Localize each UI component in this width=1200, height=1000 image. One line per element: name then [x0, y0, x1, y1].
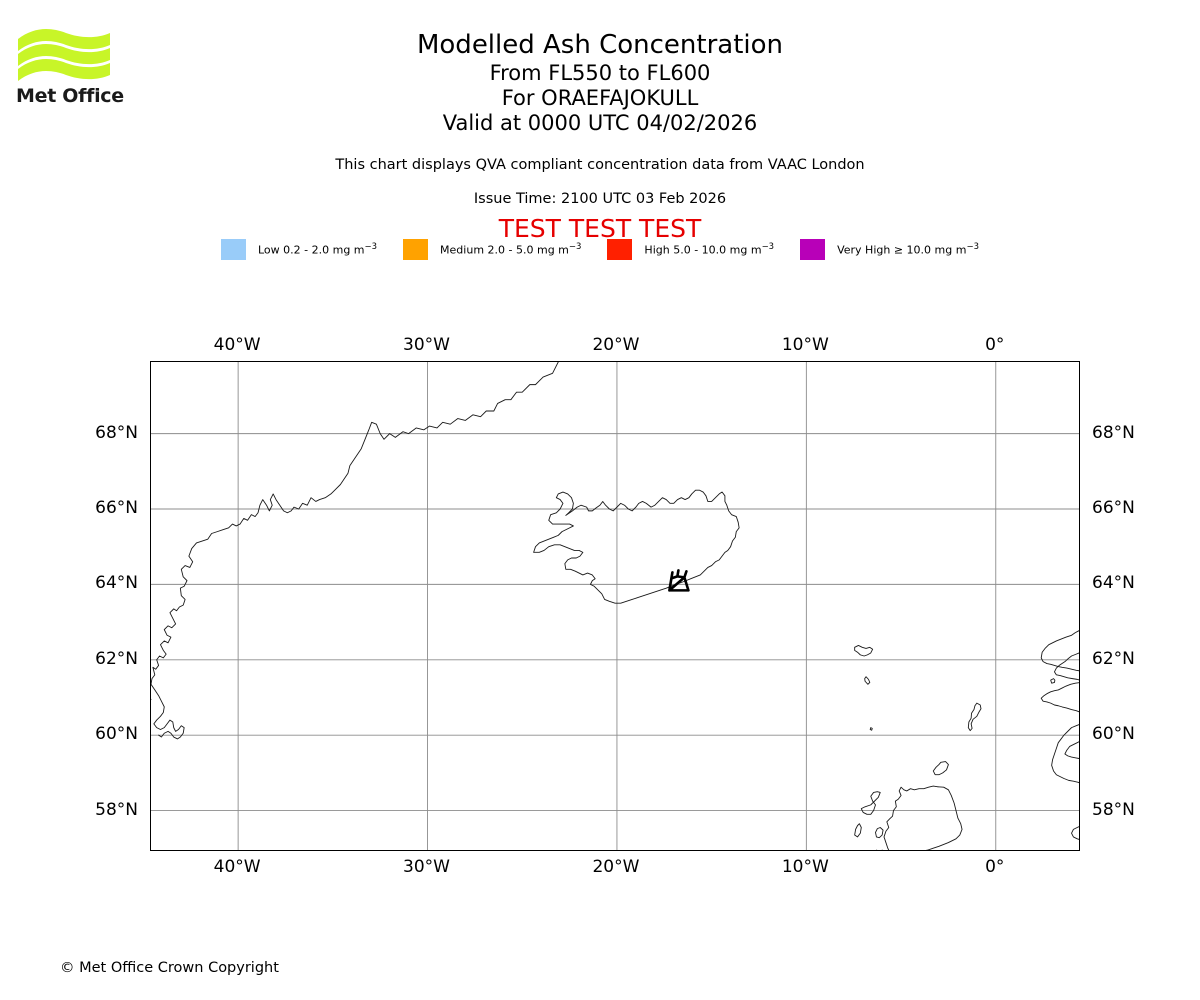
- coastline-scotland-mainland: [925, 786, 963, 850]
- lon-tick-bottom-40°W: 40°W: [213, 857, 261, 877]
- coastline-outlines: [151, 362, 1079, 850]
- coastline-shetland: [967, 702, 982, 732]
- legend-label-3: Very High ≥ 10.0 mg m−3: [837, 242, 979, 257]
- coastline-norway-fjords-mid: [1040, 682, 1079, 713]
- legend-item-medium: Medium 2.0 - 5.0 mg m−3: [403, 239, 581, 260]
- flight-level-subtitle: From FL550 to FL600: [489, 61, 711, 85]
- coastline-outer-hebrides: [860, 791, 881, 815]
- lat-tick-right-68°N: 68°N: [1092, 422, 1135, 443]
- volcano-marker-icon: [668, 569, 690, 592]
- volcano-source-marker-icon: [668, 569, 690, 592]
- coastline-inner-hebrides-mull: [881, 849, 884, 850]
- lat-tick-left-68°N: 68°N: [95, 422, 138, 443]
- lat-tick-left-62°N: 62°N: [95, 648, 138, 669]
- legend-swatch-2: [607, 239, 633, 260]
- lon-tick-top-20°W: 20°W: [592, 335, 640, 355]
- coastline-iceland: [533, 489, 740, 604]
- legend-label-0: Low 0.2 - 2.0 mg m−3: [258, 242, 378, 257]
- coastline-denmark-fragment: [1071, 826, 1079, 840]
- legend-swatch-1: [403, 239, 429, 260]
- issue-time-text: Issue Time: 2100 UTC 03 Feb 2026: [473, 191, 727, 207]
- lat-tick-right-64°N: 64°N: [1092, 573, 1135, 594]
- lat-tick-right-62°N: 62°N: [1092, 648, 1135, 669]
- coastline-norway-south-coast: [1051, 724, 1079, 784]
- coastline-greenland-east: [151, 362, 559, 685]
- coastline-isle-of-skye: [875, 827, 884, 839]
- legend-item-high: High 5.0 - 10.0 mg m−3: [607, 239, 774, 260]
- coastline-orkney: [932, 761, 949, 776]
- lon-tick-top-10°W: 10°W: [781, 335, 829, 355]
- met-office-wordmark: Met Office: [16, 85, 124, 107]
- copyright-text: © Met Office Crown Copyright: [60, 960, 279, 976]
- lon-tick-top-0°: 0°: [985, 335, 1005, 355]
- chart-title-block: Modelled Ash Concentration From FL550 to…: [0, 0, 1200, 136]
- legend-item-very-high: Very High ≥ 10.0 mg m−3: [800, 239, 979, 260]
- legend-label-1: Medium 2.0 - 5.0 mg m−3: [440, 242, 582, 257]
- lon-tick-bottom-0°: 0°: [985, 857, 1005, 877]
- legend-label-2: High 5.0 - 10.0 mg m−3: [644, 242, 775, 257]
- legend-item-low: Low 0.2 - 2.0 mg m−3: [221, 239, 377, 260]
- lon-tick-top-30°W: 30°W: [403, 335, 451, 355]
- map-plot-area: [150, 361, 1080, 851]
- volcano-subtitle: For ORAEFAJOKULL: [501, 86, 699, 110]
- coastline-norway-west-coast: [1040, 630, 1079, 672]
- lat-tick-right-60°N: 60°N: [1092, 724, 1135, 745]
- lat-tick-left-60°N: 60°N: [95, 724, 138, 745]
- met-office-wave-logo-icon: [16, 25, 112, 83]
- coastline-small-island-north-atlantic: [869, 727, 873, 731]
- coastline-faroe-suduroy: [864, 676, 871, 685]
- met-office-logo: Met Office: [10, 25, 140, 115]
- coastline-norway-skerries: [1064, 741, 1079, 759]
- map-gridlines: [151, 362, 1079, 850]
- page-title: Modelled Ash Concentration: [416, 30, 784, 60]
- coastline-faroe-islands: [854, 645, 874, 657]
- legend-swatch-3: [800, 239, 826, 260]
- coastline-norway-island-a: [1050, 678, 1056, 684]
- valid-time-subtitle: Valid at 0000 UTC 04/02/2026: [442, 111, 758, 135]
- lat-tick-right-58°N: 58°N: [1092, 799, 1135, 820]
- coastline-inner-hebrides-islay: [876, 849, 878, 850]
- lat-tick-left-66°N: 66°N: [95, 498, 138, 518]
- coastline-scotland-north-coast: [883, 785, 939, 850]
- coastline-outer-hebrides-south: [854, 823, 862, 838]
- lat-tick-right-66°N: 66°N: [1092, 498, 1135, 518]
- lon-tick-bottom-30°W: 30°W: [403, 857, 451, 877]
- test-banner: TEST TEST TEST: [498, 214, 702, 243]
- legend-swatch-0: [221, 239, 246, 260]
- lon-tick-bottom-20°W: 20°W: [592, 857, 640, 877]
- lon-tick-top-40°W: 40°W: [213, 335, 261, 355]
- coastline-greenland-south-tip: [151, 683, 185, 740]
- lat-tick-left-58°N: 58°N: [95, 799, 138, 820]
- lon-tick-bottom-10°W: 10°W: [781, 857, 829, 877]
- coastline-norway-coast-inner: [1054, 652, 1079, 681]
- qva-compliance-note: This chart displays QVA compliant concen…: [335, 157, 865, 173]
- lat-tick-left-64°N: 64°N: [95, 573, 138, 594]
- concentration-legend: Low 0.2 - 2.0 mg m−3 Medium 2.0 - 5.0 mg …: [0, 239, 1200, 260]
